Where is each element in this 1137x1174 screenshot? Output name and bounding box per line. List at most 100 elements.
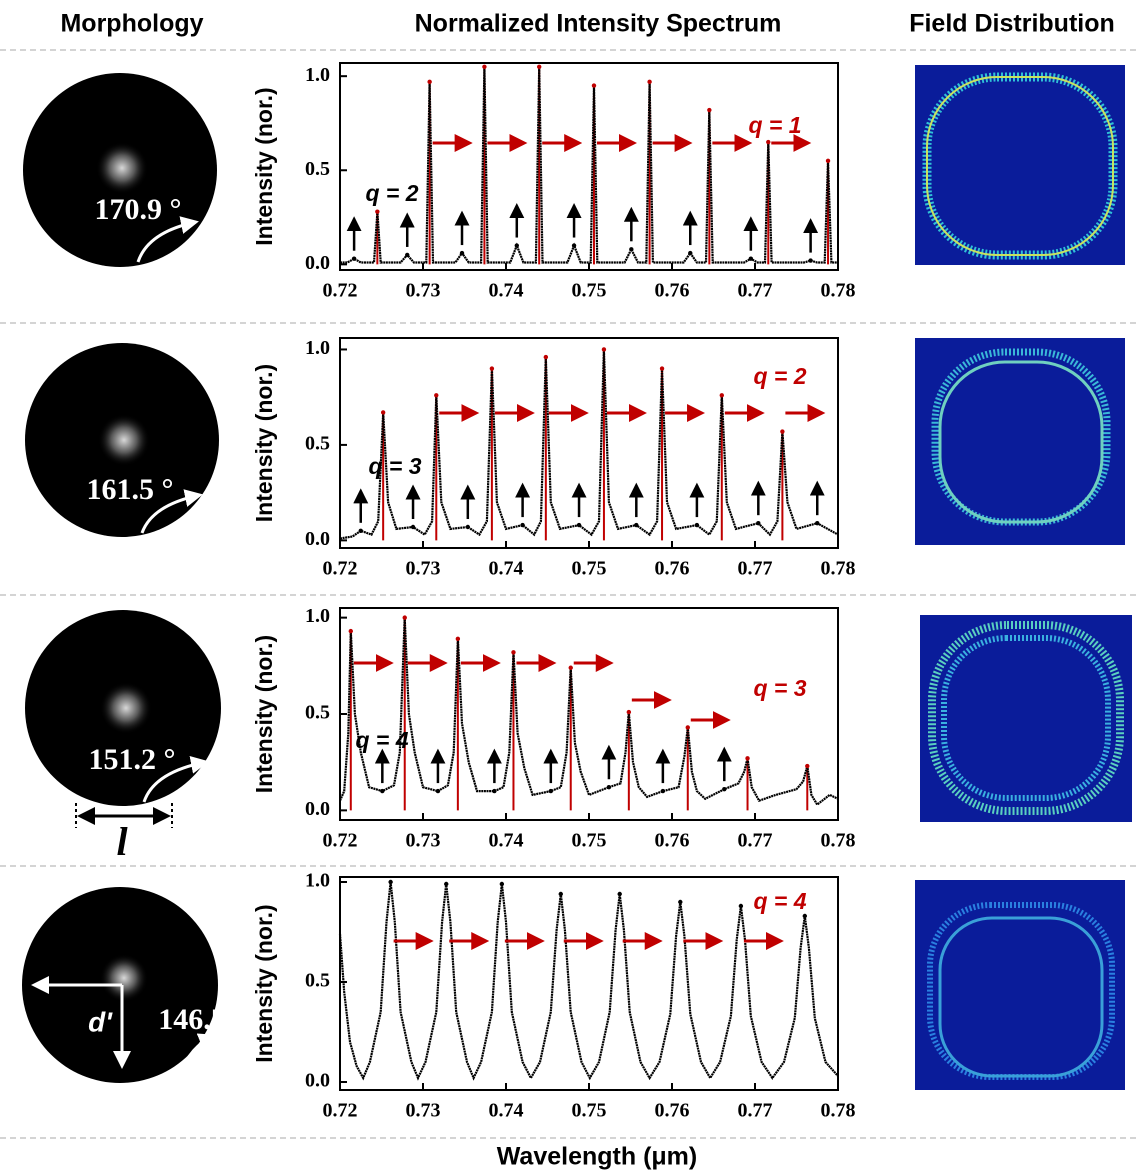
peak-point (548, 788, 554, 794)
chart: 0.0 0.5 1.0 0.72 0.73 0.74 0.75 0.76 0.77 0.78 Int… (251, 605, 855, 851)
spectrum-line (340, 66, 838, 264)
chart: 0.0 0.5 1.0 0.72 0.73 0.74 0.75 0.76 0.77 0.78 Int… (251, 337, 856, 580)
x-tick-label: 0.72 (323, 280, 358, 302)
x-tick-label: 0.72 (323, 830, 358, 852)
peak-point (685, 725, 690, 730)
peak-point (601, 347, 607, 352)
y-axis-label: Intensity (nor.) (251, 635, 277, 793)
x-tick-label: 0.76 (655, 280, 690, 302)
angle-label: 170.9 ° (95, 193, 182, 226)
peak-point (626, 709, 632, 715)
field-ring (938, 916, 1104, 1078)
peak-point (558, 891, 563, 897)
y-tick-label: 0.0 (305, 1070, 330, 1092)
spectra: 0.0 0.5 1.0 0.72 0.73 0.74 0.75 0.76 0.77 0.78 Int… (251, 62, 856, 1122)
y-tick-label: 0.5 (305, 433, 330, 455)
peak-point (348, 628, 353, 634)
angle-label: 146.5° (158, 1003, 238, 1036)
mode-label: q = 3 (368, 453, 421, 479)
x-tick-label: 0.74 (489, 1100, 524, 1122)
peak-point (745, 756, 750, 761)
peak-point (576, 522, 582, 528)
y-axis-label: Intensity (nor.) (251, 904, 277, 1062)
peak-point (748, 256, 754, 261)
y-tick-label: 1.0 (305, 64, 330, 86)
y-tick-label: 0.0 (305, 252, 330, 274)
peak-point (489, 366, 495, 371)
morphology-1: 170.9 ° (23, 73, 217, 267)
peak-point (647, 79, 652, 85)
x-tick-label: 0.75 (572, 1100, 607, 1122)
plot-frame (339, 62, 839, 271)
peak-point (617, 891, 622, 897)
column-header: Morphology (60, 10, 203, 38)
peak-point (405, 252, 410, 258)
field-ring (926, 76, 1114, 256)
angle-label: 161.5 ° (87, 473, 174, 506)
x-tick-label: 0.77 (738, 558, 773, 580)
peak-point (766, 139, 771, 145)
peak-point (808, 258, 813, 263)
field-ring (938, 360, 1104, 524)
peak-point (455, 636, 461, 642)
morphology-4: d' 146.5° (22, 887, 238, 1083)
peak-point (402, 615, 407, 620)
y-tick-label: 0.5 (305, 158, 330, 180)
peak-point (719, 393, 724, 398)
field-2 (915, 338, 1125, 545)
y-tick-label: 1.0 (305, 605, 330, 627)
peak-point (694, 522, 700, 528)
peak-point (499, 881, 505, 887)
y-tick-label: 0.5 (305, 970, 330, 992)
peak-point (434, 393, 439, 398)
x-axis-label: Wavelength (μm) (497, 1143, 698, 1171)
peak-point (805, 763, 810, 769)
glow (100, 682, 152, 734)
mode-label: q = 2 (753, 363, 806, 389)
peak-point (482, 64, 487, 69)
x-tick-label: 0.73 (406, 1100, 441, 1122)
x-tick-label: 0.77 (738, 280, 773, 302)
peak-point (358, 528, 363, 534)
peak-point (568, 665, 573, 670)
peak-point (514, 243, 519, 248)
x-tick-label: 0.76 (655, 830, 690, 852)
mode-label: q = 3 (753, 675, 806, 701)
field-4 (915, 880, 1125, 1090)
angle-arrow (140, 489, 203, 534)
peak-point (375, 209, 380, 214)
x-tick-label: 0.78 (821, 1100, 856, 1122)
peak-point (543, 354, 549, 360)
peak-point (606, 785, 612, 790)
peak-point (738, 903, 744, 909)
peak-point (410, 524, 416, 530)
peak-point (678, 899, 683, 905)
mode-label: q = 4 (355, 727, 408, 753)
x-tick-label: 0.77 (738, 830, 773, 852)
peak-point (780, 429, 785, 434)
peak-point (380, 410, 386, 415)
morphology-2: 161.5 ° (25, 343, 219, 537)
field-3 (920, 615, 1132, 822)
angle-arrow (142, 755, 209, 803)
x-tick-label: 0.75 (572, 830, 607, 852)
x-tick-label: 0.78 (821, 280, 856, 302)
peak-point (351, 256, 357, 261)
morphology-3: 151.2 ° l (25, 610, 221, 864)
x-tick-label: 0.74 (489, 280, 524, 302)
peak-point (591, 83, 597, 88)
height-label: d' (88, 1006, 113, 1037)
peak-point (444, 881, 449, 887)
x-tick-label: 0.74 (489, 830, 524, 852)
peak-point (427, 79, 432, 85)
angle-arrow (136, 216, 199, 263)
peak-point (435, 788, 441, 794)
y-axis-label: Intensity (nor.) (251, 364, 277, 522)
peak-point (756, 520, 761, 526)
x-tick-label: 0.76 (655, 1100, 690, 1122)
peak-point (380, 788, 385, 794)
y-tick-label: 1.0 (305, 870, 330, 892)
peak-point (388, 879, 393, 885)
peak-point (825, 158, 831, 164)
